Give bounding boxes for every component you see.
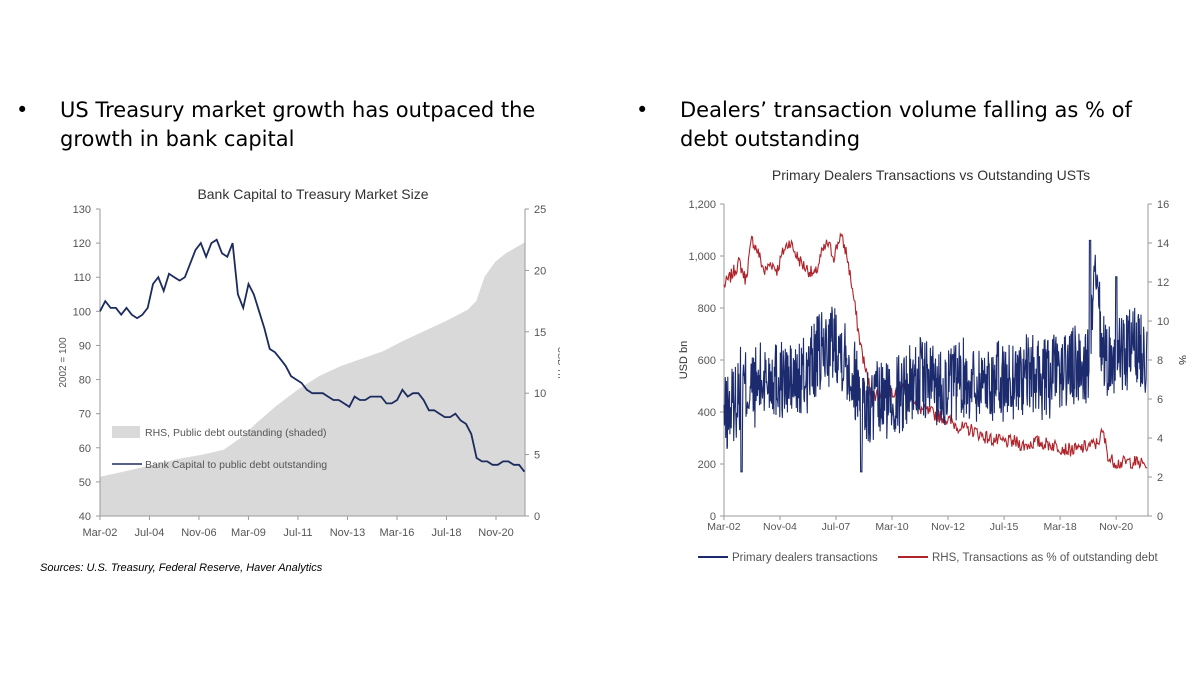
x-tick-label: Jul-15 xyxy=(990,521,1019,533)
y2-tick-label: 8 xyxy=(1157,355,1163,367)
primary-dealers-chart: Primary Dealers Transactions vs Outstand… xyxy=(676,160,1186,580)
y-tick-label: 120 xyxy=(73,238,91,250)
bank-capital-chart: Bank Capital to Treasury Market Size4050… xyxy=(50,178,560,550)
y-tick-label: 0 xyxy=(710,511,716,523)
y2-tick-label: 10 xyxy=(534,388,546,400)
legend-label-line: Bank Capital to public debt outstanding xyxy=(145,459,327,471)
bullet-left-text: US Treasury market growth has outpaced t… xyxy=(60,98,536,151)
y2-tick-label: 10 xyxy=(1157,316,1169,328)
y-tick-label: 1,000 xyxy=(688,251,716,263)
y2-tick-label: 2 xyxy=(1157,472,1163,484)
legend-label-blue: Primary dealers transactions xyxy=(732,552,878,564)
x-tick-label: Nov-20 xyxy=(478,527,513,539)
x-tick-label: Mar-02 xyxy=(83,527,118,539)
x-tick-label: Jul-04 xyxy=(134,527,164,539)
x-tick-label: Nov-06 xyxy=(181,527,216,539)
x-tick-label: Nov-12 xyxy=(931,521,965,533)
y2-tick-label: 6 xyxy=(1157,394,1163,406)
y2-tick-label: 15 xyxy=(534,327,546,339)
source-note: Sources: U.S. Treasury, Federal Reserve,… xyxy=(40,562,323,574)
x-tick-label: Mar-18 xyxy=(1043,521,1076,533)
y2-tick-label: 16 xyxy=(1157,199,1169,211)
y-tick-label: 110 xyxy=(73,272,91,284)
x-tick-label: Jul-07 xyxy=(822,521,851,533)
y-tick-label: 400 xyxy=(698,407,716,419)
x-tick-label: Nov-13 xyxy=(330,527,365,539)
y-tick-label: 200 xyxy=(698,459,716,471)
y2-tick-label: 20 xyxy=(534,265,546,277)
legend-label-red: RHS, Transactions as % of outstanding de… xyxy=(932,552,1158,564)
x-tick-label: Mar-10 xyxy=(875,521,908,533)
x-tick-label: Jul-11 xyxy=(283,527,312,539)
y2-tick-label: 0 xyxy=(1157,511,1163,523)
legend-label-area: RHS, Public debt outstanding (shaded) xyxy=(145,427,327,439)
bullet-marker: • xyxy=(16,98,29,122)
y-tick-label: 80 xyxy=(79,375,91,387)
legend-swatch-area xyxy=(112,426,140,438)
bullet-marker: • xyxy=(636,98,649,122)
x-tick-label: Mar-02 xyxy=(707,521,740,533)
y2-tick-label: 12 xyxy=(1157,277,1169,289)
transactions-pct-line xyxy=(723,232,1148,470)
y2-tick-label: 5 xyxy=(534,450,540,462)
chart-title: Bank Capital to Treasury Market Size xyxy=(197,186,428,202)
y-tick-label: 60 xyxy=(79,443,91,455)
y-tick-label: 40 xyxy=(79,511,91,523)
x-tick-label: Nov-04 xyxy=(763,521,797,533)
y-tick-label: 130 xyxy=(73,204,91,216)
y2-axis-label: % xyxy=(1176,355,1186,365)
y2-tick-label: 0 xyxy=(534,511,540,523)
chart-title: Primary Dealers Transactions vs Outstand… xyxy=(772,167,1090,183)
y-tick-label: 50 xyxy=(79,477,91,489)
y-tick-label: 90 xyxy=(79,340,91,352)
y-tick-label: 100 xyxy=(73,306,91,318)
public-debt-area xyxy=(100,242,525,516)
primary-dealers-line xyxy=(723,239,1148,473)
bullet-right-text: Dealers’ transaction volume falling as %… xyxy=(680,98,1132,151)
x-tick-label: Jul-18 xyxy=(432,527,462,539)
y-axis-label: 2002 = 100 xyxy=(58,337,69,388)
y2-tick-label: 4 xyxy=(1157,433,1163,445)
x-tick-label: Nov-20 xyxy=(1099,521,1133,533)
y-tick-label: 70 xyxy=(79,409,91,421)
bank-capital-line xyxy=(99,238,526,473)
y2-axis-label: USD Tn xyxy=(556,347,560,379)
y-axis-label: USD bn xyxy=(678,341,690,380)
y2-tick-label: 14 xyxy=(1157,238,1169,250)
y-tick-label: 600 xyxy=(698,355,716,367)
y-tick-label: 800 xyxy=(698,303,716,315)
x-tick-label: Mar-16 xyxy=(380,527,415,539)
x-tick-label: Mar-09 xyxy=(231,527,266,539)
y2-tick-label: 25 xyxy=(534,204,546,216)
y-tick-label: 1,200 xyxy=(688,199,716,211)
